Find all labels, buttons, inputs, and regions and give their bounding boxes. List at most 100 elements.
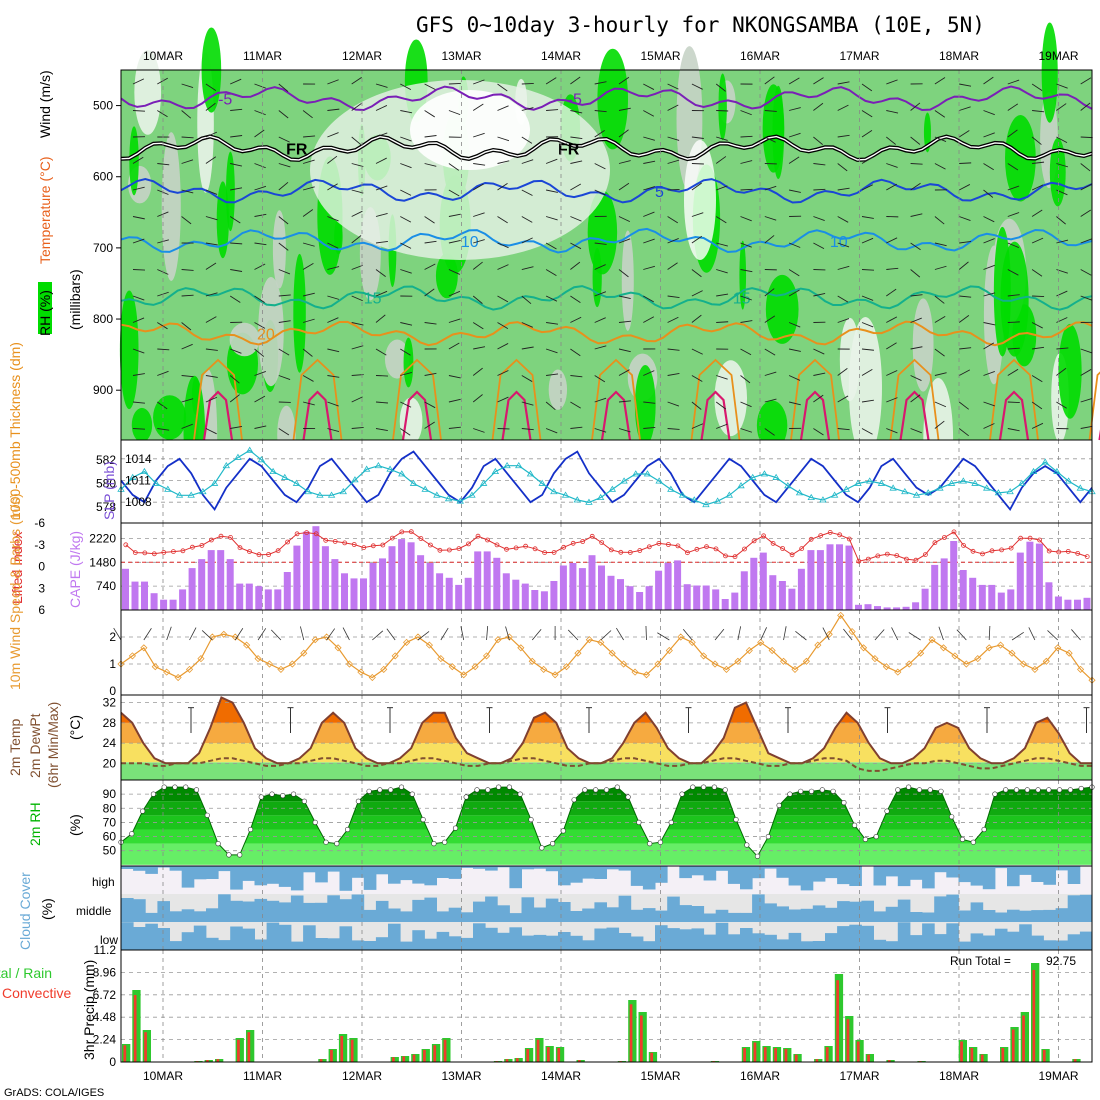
thickness-point bbox=[947, 479, 956, 486]
thickness-slp-axis-labels: 1000-500mb Thickness (dm) SLP (mb) bbox=[7, 342, 117, 520]
thickness-line bbox=[120, 449, 1093, 506]
wind-barb bbox=[934, 163, 946, 170]
wind-barb bbox=[327, 428, 340, 433]
cloud-cover-cell bbox=[400, 941, 413, 950]
precip-convective-bar bbox=[1022, 1015, 1025, 1062]
slp-axis-label: SLP (mb) bbox=[101, 461, 117, 520]
cape-bar bbox=[255, 586, 263, 610]
wind-barb bbox=[910, 102, 921, 111]
wind10m-point bbox=[962, 660, 970, 668]
wind-barb bbox=[983, 76, 994, 85]
cloud-cover-cell bbox=[873, 911, 887, 922]
wind-barb bbox=[205, 156, 217, 164]
wind-barb bbox=[861, 269, 875, 271]
cloud-cover-cell bbox=[485, 866, 498, 871]
wind-barb bbox=[521, 322, 533, 328]
wind-barb bbox=[570, 242, 582, 250]
wind-barb bbox=[375, 428, 388, 431]
rh2m-point bbox=[949, 814, 955, 820]
precip-convective-bar bbox=[319, 1059, 323, 1062]
day-label-top: 17MAR bbox=[839, 49, 879, 63]
rh2m-point bbox=[355, 798, 362, 804]
wind-barb bbox=[813, 428, 824, 436]
rh2m-point bbox=[1013, 787, 1020, 793]
wind-barb bbox=[521, 346, 534, 350]
wind-barb bbox=[181, 375, 194, 378]
wind-barb bbox=[715, 156, 727, 164]
cloud-cover-cell bbox=[1019, 910, 1032, 922]
wind-barb bbox=[205, 262, 217, 270]
wind10m-point bbox=[163, 668, 171, 676]
wind-barb bbox=[788, 156, 800, 164]
rh2m-point bbox=[366, 788, 372, 794]
wind-barb bbox=[1080, 295, 1093, 301]
thickness-point bbox=[327, 491, 336, 498]
wind-barb bbox=[351, 295, 363, 302]
rh2m-point bbox=[215, 840, 221, 847]
cape-bar bbox=[588, 555, 596, 610]
cloud-cover-cell bbox=[133, 899, 146, 922]
wind-barb bbox=[958, 184, 971, 191]
wind-barb bbox=[327, 183, 338, 191]
wind-barb bbox=[643, 295, 654, 303]
cape-bar bbox=[874, 606, 881, 610]
wind-barb bbox=[740, 110, 752, 116]
day-label-top: 15MAR bbox=[640, 49, 680, 63]
wind-barb bbox=[643, 426, 656, 429]
lifted-point bbox=[418, 536, 424, 541]
cloud-cover-cell bbox=[679, 905, 692, 922]
wind-barb bbox=[254, 83, 266, 89]
thickness-tick-label: 580 bbox=[96, 476, 116, 490]
rh2m-axis-labels: 2m RH (%) bbox=[27, 802, 83, 846]
cape-axis-labels: Lifted Index CAPE (J/kg) bbox=[9, 531, 83, 608]
cloud-cover-cell bbox=[266, 900, 280, 922]
cloud-cover-cell bbox=[691, 928, 705, 950]
day-label-top: 11MAR bbox=[243, 49, 282, 63]
wind-barb bbox=[521, 159, 534, 164]
rh2m-point bbox=[463, 794, 469, 800]
cloud-cover-cell bbox=[1079, 894, 1093, 922]
wind-barb bbox=[813, 136, 823, 145]
wind10m-barb bbox=[531, 628, 542, 641]
cloud-cover-cell bbox=[727, 912, 741, 922]
wind-barb bbox=[181, 343, 193, 350]
wind10m-barb bbox=[938, 626, 944, 641]
precip-convective-bar bbox=[1073, 1059, 1077, 1062]
isotherm-25 bbox=[899, 390, 930, 441]
wind-barb bbox=[764, 216, 777, 221]
wind-barb bbox=[764, 288, 775, 297]
wind-barb bbox=[959, 241, 972, 244]
cape-bar bbox=[502, 573, 510, 610]
wind-barb bbox=[181, 398, 194, 403]
day-label-bottom: 14MAR bbox=[541, 1069, 581, 1083]
cloud-cover-cell bbox=[218, 940, 231, 950]
wind10m-point bbox=[380, 665, 388, 673]
precip-frame bbox=[120, 949, 1093, 1063]
thickness-point bbox=[830, 491, 839, 498]
wind-barb bbox=[837, 242, 850, 248]
wind-barb bbox=[715, 401, 727, 410]
cloud-cover-cell bbox=[424, 938, 437, 950]
cloud-cover-cell bbox=[606, 927, 620, 950]
wind-barb bbox=[521, 189, 533, 196]
wind-barb bbox=[400, 401, 412, 408]
precip-axis-label: 3hr Precip (mm) bbox=[81, 960, 97, 1060]
cloud-cover-cell bbox=[218, 866, 231, 872]
thickness-point bbox=[866, 477, 874, 484]
precip-convective-bar bbox=[402, 1056, 406, 1062]
cloud-cover-cell bbox=[169, 911, 183, 922]
wind-barb bbox=[594, 317, 606, 323]
wind-barb bbox=[716, 185, 728, 191]
wind-barb bbox=[983, 238, 995, 244]
isotherm-20-spike bbox=[292, 358, 343, 441]
cloud-cover-cell bbox=[885, 906, 899, 922]
isotherm-25 bbox=[998, 390, 1030, 441]
cape-bar bbox=[445, 577, 453, 610]
cape-bar bbox=[1035, 543, 1043, 610]
thickness-point bbox=[690, 496, 698, 503]
wind-barb bbox=[861, 157, 873, 164]
wind-barb bbox=[594, 264, 606, 270]
wind-barb bbox=[570, 295, 581, 303]
wind-barb bbox=[229, 375, 240, 384]
wind-barb bbox=[375, 212, 388, 217]
